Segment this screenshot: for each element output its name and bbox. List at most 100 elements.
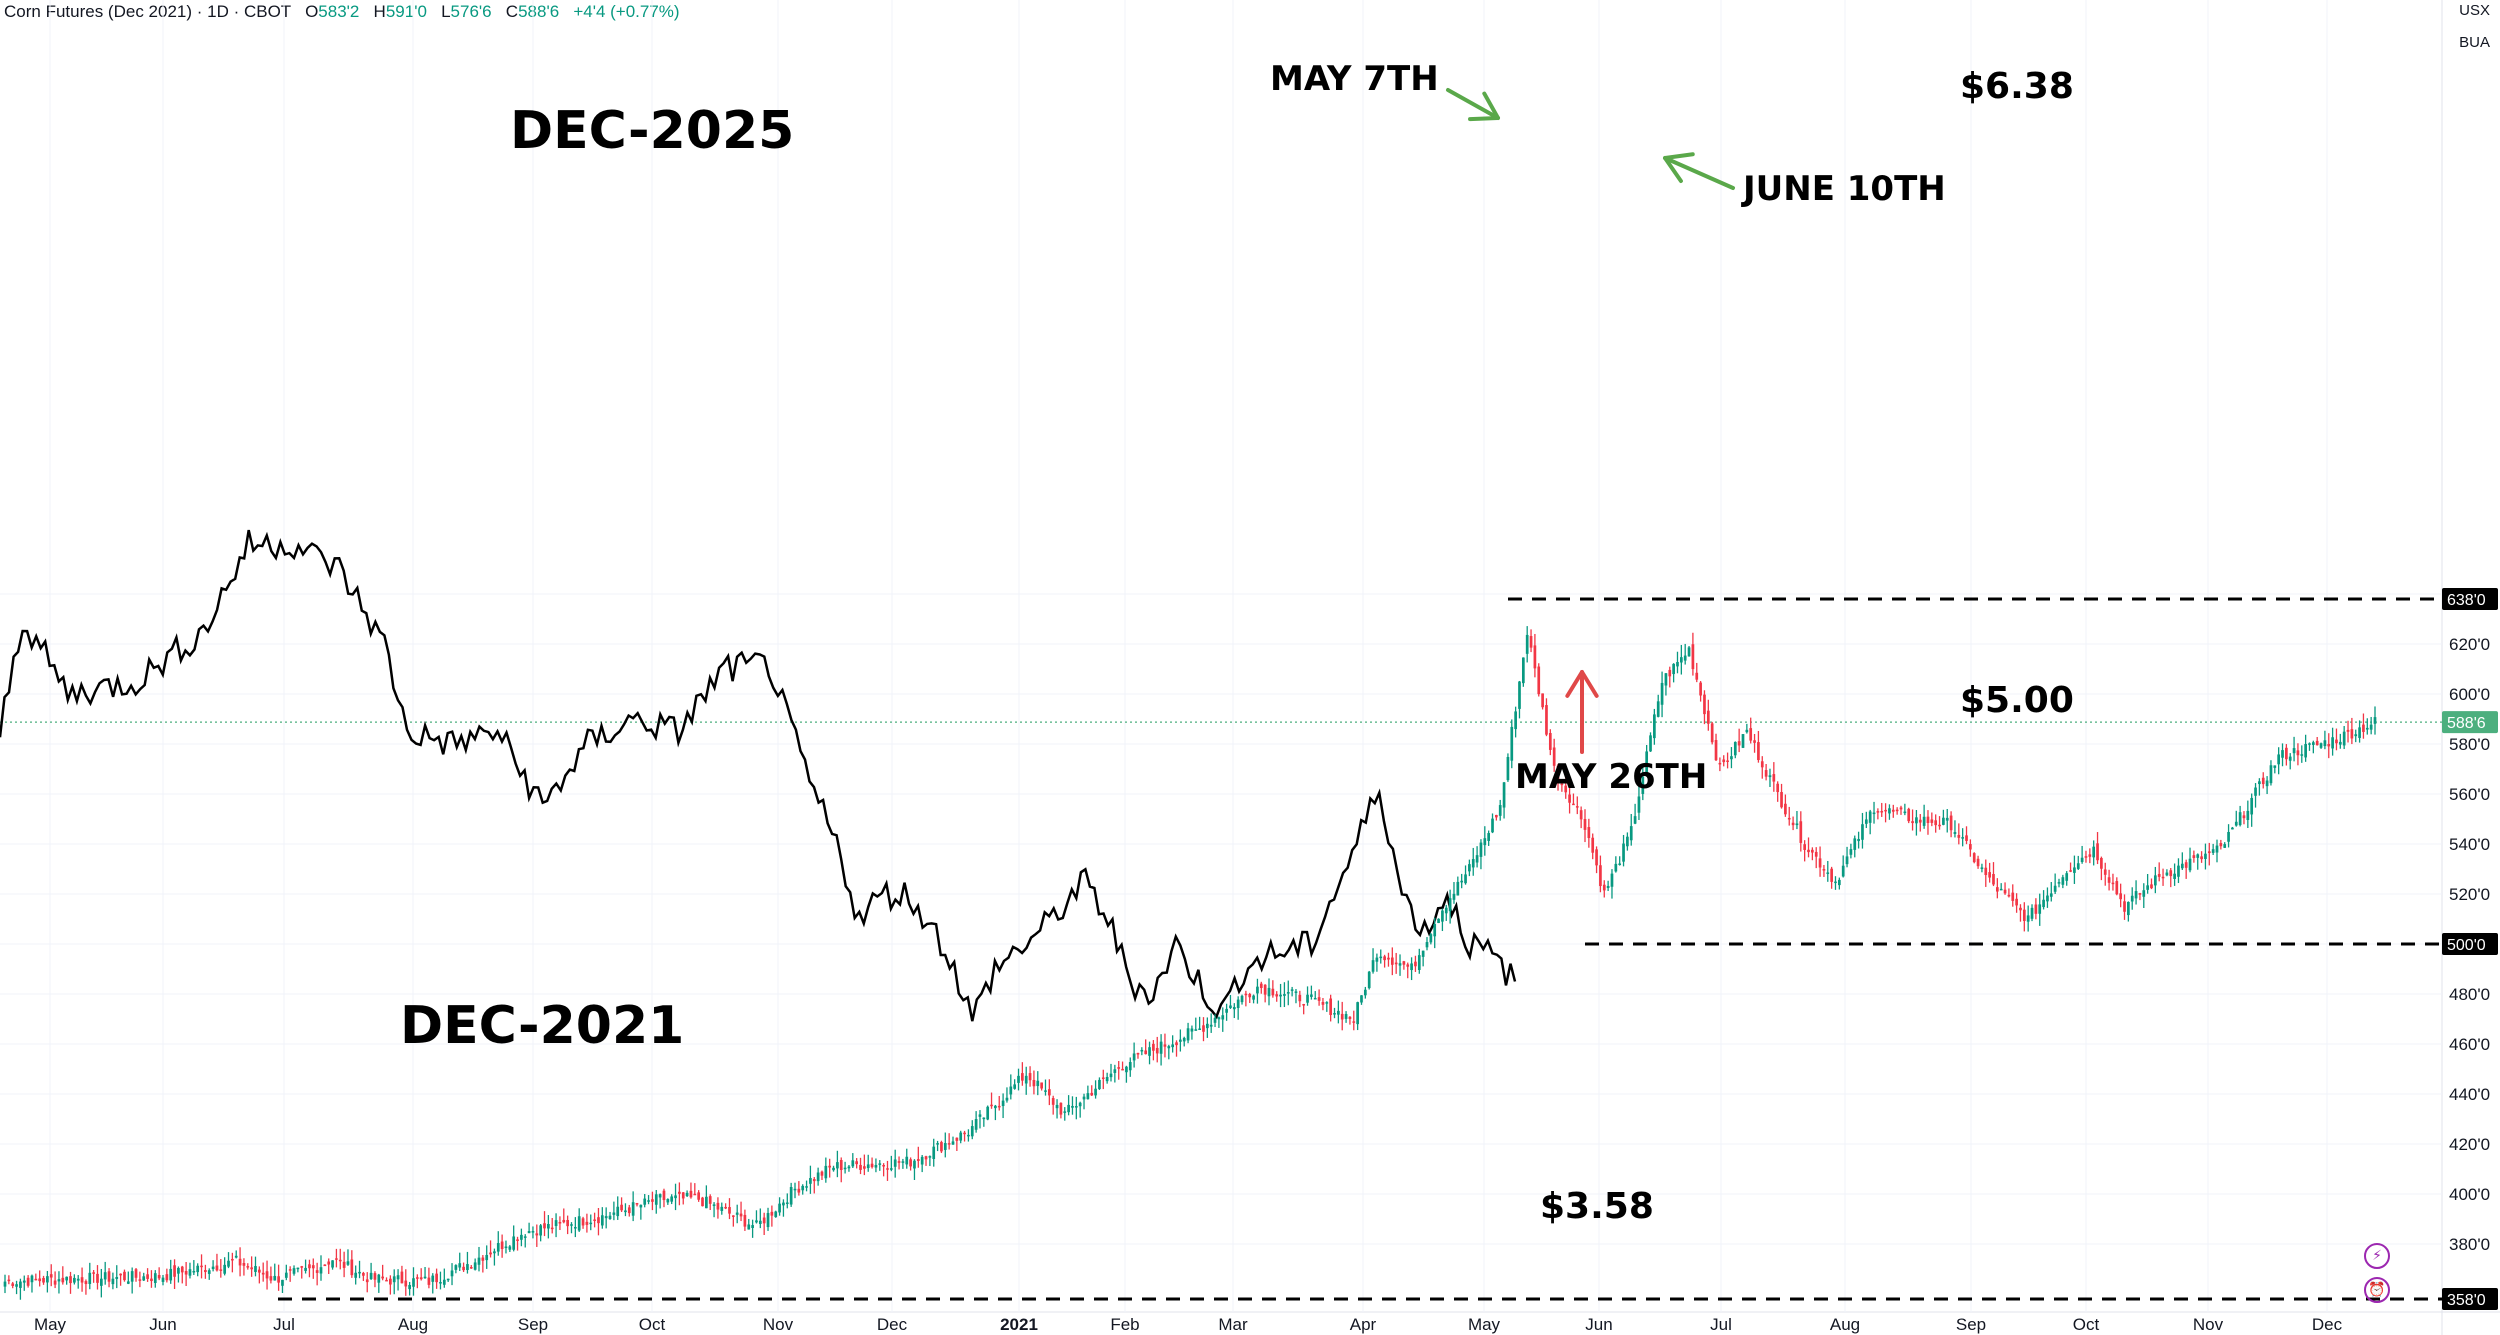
candle-body xyxy=(1714,739,1718,761)
candle-body xyxy=(1067,1104,1070,1113)
candle-body xyxy=(859,1164,862,1170)
candle-body xyxy=(53,1280,57,1285)
x-tick-label: Sep xyxy=(518,1315,548,1334)
candle-body xyxy=(766,1213,770,1228)
candle-body xyxy=(1071,1105,1074,1108)
candle-body xyxy=(2281,750,2284,758)
dec-2025-series xyxy=(0,529,1517,1022)
candle-body xyxy=(1957,834,1961,838)
candle-body xyxy=(1271,988,1275,996)
candle-body xyxy=(250,1267,253,1270)
candle-body xyxy=(2123,901,2126,912)
candle-body xyxy=(130,1271,134,1282)
candle-body xyxy=(1572,803,1575,806)
candle-body xyxy=(2111,882,2115,885)
candle-body xyxy=(219,1269,223,1271)
candle-body xyxy=(2019,907,2022,911)
price-tag-label: 358'0 xyxy=(2447,1292,2486,1309)
candle-body xyxy=(1760,761,1764,768)
candle-body xyxy=(1190,1028,1194,1032)
candle-body xyxy=(311,1265,315,1269)
candle-body xyxy=(1144,1050,1148,1055)
candle-body xyxy=(1918,819,1922,823)
candle-body xyxy=(1128,1062,1132,1071)
candle-body xyxy=(1745,729,1749,733)
candle-body xyxy=(84,1281,88,1285)
candle-body xyxy=(1098,1079,1101,1090)
candle-body xyxy=(1078,1102,1082,1107)
candle-body xyxy=(234,1255,238,1258)
candle-body xyxy=(986,1106,990,1120)
candle-body xyxy=(535,1233,539,1236)
candle-body xyxy=(2227,831,2230,842)
candle-body xyxy=(2130,895,2134,902)
candle-body xyxy=(269,1276,273,1281)
candle-body xyxy=(1429,934,1433,943)
candle-body xyxy=(1552,747,1556,766)
candle-body xyxy=(627,1207,631,1214)
candle-body xyxy=(2288,756,2292,761)
candle-body xyxy=(654,1194,658,1205)
alarm-icon[interactable]: ⏰ xyxy=(2364,1277,2390,1303)
candle-body xyxy=(2338,741,2342,745)
candle-body xyxy=(2254,787,2257,796)
y-tick-label: 400'0 xyxy=(2449,1185,2490,1204)
candle-body xyxy=(1040,1082,1043,1089)
candle-body xyxy=(1013,1084,1017,1089)
candle-body xyxy=(1938,824,1941,827)
candle-body xyxy=(22,1280,26,1283)
candle-body xyxy=(805,1186,808,1188)
candle-body xyxy=(431,1275,435,1282)
candle-body xyxy=(1036,1080,1040,1087)
candle-body xyxy=(1167,1046,1171,1049)
candle-body xyxy=(1599,865,1602,887)
candle-body xyxy=(1009,1086,1013,1095)
candle-body xyxy=(1402,961,1406,965)
candle-body xyxy=(1653,714,1656,739)
candle-body xyxy=(1664,673,1668,686)
candle-body xyxy=(959,1132,963,1141)
candle-body xyxy=(743,1214,747,1227)
lightning-icon[interactable]: ⚡ xyxy=(2364,1243,2390,1269)
candle-body xyxy=(389,1278,392,1285)
candle-body xyxy=(828,1165,832,1168)
x-tick-label: Oct xyxy=(639,1315,666,1334)
price-tag xyxy=(2442,933,2498,955)
candle-body xyxy=(161,1277,165,1282)
low-label: L xyxy=(441,2,451,21)
candle-body xyxy=(554,1220,558,1227)
candle-body xyxy=(824,1165,828,1179)
candle-body xyxy=(1741,734,1745,748)
x-tick-label: Dec xyxy=(2312,1315,2343,1334)
y-tick-label: 540'0 xyxy=(2449,835,2490,854)
candle-body xyxy=(2127,901,2130,916)
candle-body xyxy=(886,1168,889,1170)
candle-body xyxy=(1394,962,1398,965)
candle-body xyxy=(1656,701,1660,717)
candle-body xyxy=(1753,740,1756,743)
candle-body xyxy=(381,1276,385,1279)
candle-body xyxy=(1017,1075,1020,1083)
candle-body xyxy=(928,1156,932,1158)
candle-body xyxy=(134,1269,138,1278)
candle-body xyxy=(1109,1073,1113,1078)
dec-2021-candles xyxy=(3,626,2377,1300)
candle-body xyxy=(2042,899,2045,908)
candle-body xyxy=(708,1196,712,1204)
candle-body xyxy=(1444,907,1448,914)
candle-body xyxy=(647,1200,650,1202)
candle-body xyxy=(643,1198,647,1205)
candle-body xyxy=(820,1171,824,1176)
candle-body xyxy=(589,1222,593,1225)
annotations: DEC-2025 DEC-2021 MAY 7TH JUNE 10TH MAY 26TH… xyxy=(400,59,2074,1227)
candle-body xyxy=(1903,811,1907,814)
candle-body xyxy=(1787,817,1791,820)
candle-body xyxy=(1236,999,1240,1008)
candle-body xyxy=(1441,910,1444,922)
candle-body xyxy=(1175,1042,1178,1046)
candle-body xyxy=(2296,750,2300,756)
candle-body xyxy=(1340,1013,1344,1020)
candle-body xyxy=(1433,923,1437,937)
y-tick-label: 600'0 xyxy=(2449,685,2490,704)
